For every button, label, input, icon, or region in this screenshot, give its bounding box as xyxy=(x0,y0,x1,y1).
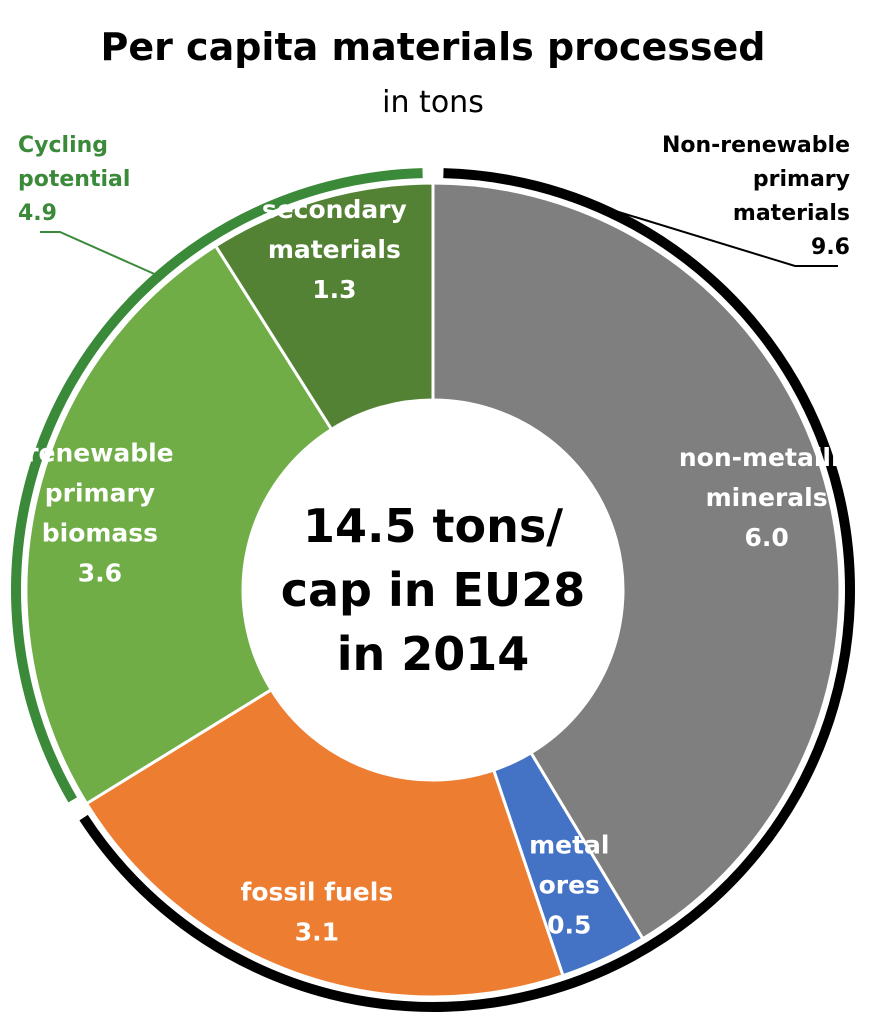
chart-title: Per capita materials processed xyxy=(100,25,765,69)
labels: non-metallic minerals 6.0 metal ores 0.5 fossi… xyxy=(18,133,854,946)
slice-label-non-metallic-minerals: minerals xyxy=(706,483,828,512)
slice-label-metal-ores: ores xyxy=(539,870,600,899)
slice-label-metal-ores: metal xyxy=(529,830,609,859)
group-label: potential xyxy=(18,167,130,192)
leader-line xyxy=(603,206,838,267)
slice-label-non-metallic-minerals: non-metallic xyxy=(679,443,855,472)
slice-label-renewable-primary-biomass: biomass xyxy=(42,519,158,548)
group-label: Non-renewable xyxy=(662,133,850,158)
slice-value-fossil-fuels: 3.1 xyxy=(295,917,339,946)
group-ring-cycling-potential xyxy=(11,168,423,803)
leader-lines xyxy=(40,206,838,276)
slice-label-secondary-materials: secondary xyxy=(262,195,407,224)
group-label: materials xyxy=(733,201,850,226)
slice-value-secondary-materials: 1.3 xyxy=(312,275,356,304)
group-rings xyxy=(11,168,855,1012)
slice-non-metallic-minerals xyxy=(431,181,842,941)
center-label-line: in 2014 xyxy=(337,627,530,681)
group-label: Cycling xyxy=(18,133,108,158)
group-value: 9.6 xyxy=(811,235,850,260)
slice-label-renewable-primary-biomass: renewable xyxy=(26,439,173,468)
group-value: 4.9 xyxy=(18,201,57,226)
center-label-line: cap in EU28 xyxy=(281,563,586,617)
slice-value-renewable-primary-biomass: 3.6 xyxy=(78,559,122,588)
group-label: primary xyxy=(753,167,850,192)
slice-label-secondary-materials: materials xyxy=(268,235,401,264)
center-label-line: 14.5 tons/ xyxy=(303,499,563,553)
slice-fossil-fuels xyxy=(84,687,565,999)
slice-value-non-metallic-minerals: 6.0 xyxy=(744,523,788,552)
slice-secondary-materials xyxy=(213,181,435,432)
leader-line xyxy=(40,231,158,276)
slice-value-metal-ores: 0.5 xyxy=(547,910,591,939)
group-ring-non-renewable-primary-materials xyxy=(79,168,855,1012)
slice-label-fossil-fuels: fossil fuels xyxy=(240,877,393,906)
slices xyxy=(24,181,842,999)
slice-renewable-primary-biomass xyxy=(24,243,334,806)
chart-subtitle: in tons xyxy=(382,85,484,120)
slice-label-renewable-primary-biomass: primary xyxy=(45,479,155,508)
